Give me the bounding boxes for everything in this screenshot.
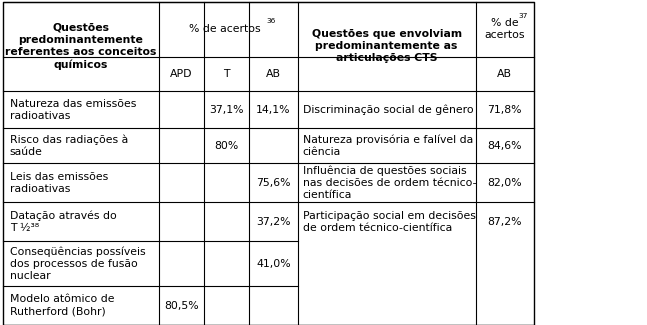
Text: 80%: 80%: [214, 141, 239, 151]
Text: 80,5%: 80,5%: [164, 301, 199, 310]
Text: AB: AB: [266, 69, 281, 79]
Text: Questões
predominantemente
referentes aos conceitos
químicos: Questões predominantemente referentes ao…: [5, 23, 157, 70]
Text: Modelo atômico de
Rutherford (Bohr): Modelo atômico de Rutherford (Bohr): [10, 294, 115, 317]
Text: 84,6%: 84,6%: [487, 141, 522, 151]
Text: 87,2%: 87,2%: [487, 217, 522, 227]
Text: % de acertos: % de acertos: [189, 24, 261, 34]
Text: Risco das radiações à
saúde: Risco das radiações à saúde: [10, 135, 128, 157]
Bar: [3, 2, 534, 325]
Text: T: T: [223, 69, 230, 79]
Text: 37,1%: 37,1%: [209, 105, 244, 115]
Text: 37: 37: [518, 13, 527, 19]
Text: 37,2%: 37,2%: [256, 217, 291, 227]
Text: Datação através do
T ½³⁸: Datação através do T ½³⁸: [10, 210, 116, 233]
Text: Leis das emissões
radioativas: Leis das emissões radioativas: [10, 172, 108, 194]
Text: APD: APD: [170, 69, 192, 79]
Text: 71,8%: 71,8%: [487, 105, 522, 115]
Text: Discriminação social de gênero: Discriminação social de gênero: [303, 104, 474, 115]
Text: Natureza provisória e falível da
ciência: Natureza provisória e falível da ciência: [303, 135, 473, 157]
Text: Natureza das emissões
radioativas: Natureza das emissões radioativas: [10, 99, 136, 121]
Text: Influência de questões sociais
nas decisões de ordem técnico-
científica: Influência de questões sociais nas decis…: [303, 165, 476, 200]
Text: % de
acertos: % de acertos: [485, 18, 525, 40]
Text: Questões que envolviam
predominantemente as
articulações CTS: Questões que envolviam predominantemente…: [311, 29, 462, 63]
Text: 75,6%: 75,6%: [256, 178, 291, 188]
Text: 41,0%: 41,0%: [256, 259, 291, 268]
Text: 82,0%: 82,0%: [487, 178, 522, 188]
Text: AB: AB: [497, 69, 512, 79]
Text: Participação social em decisões
de ordem técnico-científica: Participação social em decisões de ordem…: [303, 211, 476, 233]
Text: 14,1%: 14,1%: [256, 105, 291, 115]
Text: Conseqüências possíveis
dos processos de fusão
nuclear: Conseqüências possíveis dos processos de…: [10, 246, 146, 281]
Text: 36: 36: [267, 18, 276, 24]
